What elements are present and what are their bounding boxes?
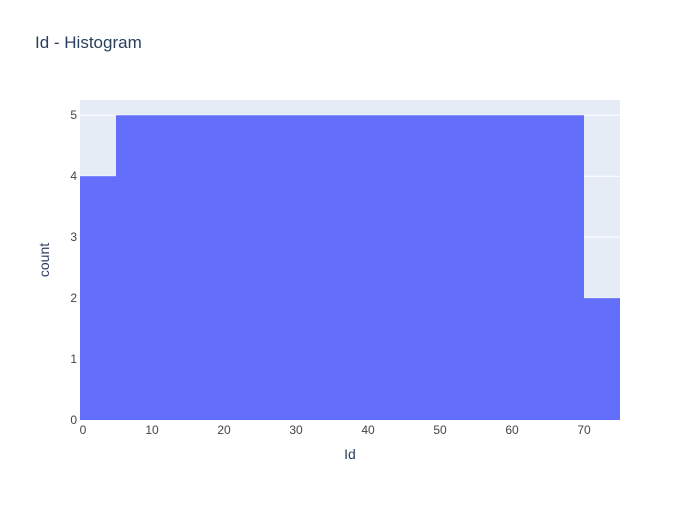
x-tick-label: 50 xyxy=(433,423,447,437)
x-tick-labels: 0 10 20 30 40 50 60 70 xyxy=(80,423,591,437)
y-tick-label: 2 xyxy=(70,291,77,305)
histogram-bar xyxy=(260,115,296,420)
x-tick-label: 60 xyxy=(505,423,519,437)
x-tick-label: 40 xyxy=(361,423,375,437)
histogram-bar xyxy=(116,115,152,420)
histogram-bar xyxy=(224,115,260,420)
histogram-bar xyxy=(440,115,476,420)
y-tick-label: 3 xyxy=(70,230,77,244)
histogram-bar xyxy=(548,115,584,420)
histogram-bar xyxy=(476,115,512,420)
chart-title: Id - Histogram xyxy=(35,33,142,52)
bars xyxy=(80,115,620,420)
y-tick-label: 1 xyxy=(70,352,77,366)
histogram-bar xyxy=(332,115,368,420)
histogram-bar xyxy=(584,298,620,420)
y-tick-label: 5 xyxy=(70,108,77,122)
x-tick-label: 30 xyxy=(289,423,303,437)
histogram-bar xyxy=(296,115,332,420)
histogram-bar xyxy=(404,115,440,420)
histogram-bar xyxy=(80,176,116,420)
histogram-bar xyxy=(512,115,548,420)
x-tick-label: 20 xyxy=(217,423,231,437)
x-axis-label: Id xyxy=(344,446,356,462)
x-tick-label: 0 xyxy=(80,423,87,437)
histogram-bar xyxy=(152,115,188,420)
x-tick-label: 70 xyxy=(577,423,591,437)
y-tick-label: 0 xyxy=(70,413,77,427)
y-tick-label: 4 xyxy=(70,169,77,183)
y-tick-labels: 0 1 2 3 4 5 xyxy=(70,108,77,427)
x-tick-label: 10 xyxy=(145,423,159,437)
histogram-bar xyxy=(188,115,224,420)
y-axis-label: count xyxy=(36,243,52,277)
histogram-bar xyxy=(368,115,404,420)
